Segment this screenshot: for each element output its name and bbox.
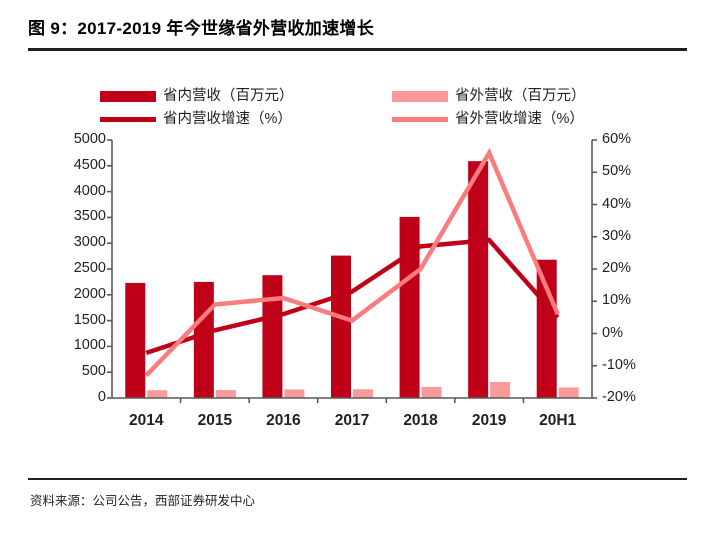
growth-line-inside xyxy=(145,237,560,356)
y-axis-right-tick-label: 50% xyxy=(602,163,632,180)
page-title: 图 9：2017-2019 年今世缘省外营收加速增长 xyxy=(28,19,374,38)
y-axis-left-tick-label: 3000 xyxy=(73,234,106,251)
x-axis-tick-label: 2014 xyxy=(129,412,164,429)
legend-swatch-inside-line xyxy=(100,117,156,122)
bar-inside-2015 xyxy=(193,281,214,398)
bar-outside-2018 xyxy=(421,386,442,398)
y-axis-left-tick-label: 2500 xyxy=(73,260,106,276)
bar-outside-2014 xyxy=(147,390,168,398)
bar-series-inside xyxy=(125,161,557,398)
y-axis-right-tick-label: 60% xyxy=(602,131,632,147)
legend-item: 省外营收（百万元） xyxy=(392,85,586,108)
y-axis-left-tick-label: 0 xyxy=(97,389,106,405)
x-axis-tick-label: 2015 xyxy=(197,412,233,429)
legend-item: 省内营收（百万元） xyxy=(100,85,294,108)
bar-inside-2014 xyxy=(125,282,146,398)
bar-outside-2019 xyxy=(490,382,511,398)
line-series-outside xyxy=(144,147,560,377)
bar-inside-20H1 xyxy=(536,259,557,398)
y-axis-left-tick-label: 4500 xyxy=(73,156,106,173)
bar-inside-2016 xyxy=(262,275,283,398)
bar-inside-2017 xyxy=(331,255,351,398)
y-axis-right-tick-label: -20% xyxy=(602,389,636,405)
chart-legend: 省内营收（百万元） 省内营收增速（%） 省外营收（百万元） 省外营收增速（%） xyxy=(100,85,640,131)
legend-swatch-inside-bar xyxy=(100,91,156,102)
bar-outside-2015 xyxy=(215,390,236,398)
y-axis-right-tick-label: -10% xyxy=(602,356,636,373)
x-axis-tick-label: 2016 xyxy=(266,412,301,429)
x-axis-tick-label: 20H1 xyxy=(539,412,577,429)
legend-column-left: 省内营收（百万元） 省内营收增速（%） xyxy=(100,85,294,131)
y-axis-right-tick-label: 40% xyxy=(602,195,632,212)
legend-swatch-outside-line xyxy=(392,117,448,122)
legend-item: 省外营收增速（%） xyxy=(392,108,586,131)
bar-inside-2019 xyxy=(468,161,489,398)
bar-series-outside xyxy=(147,382,579,398)
x-axis-tick-label: 2018 xyxy=(403,412,438,429)
line-series-inside xyxy=(145,237,560,356)
bar-outside-2016 xyxy=(284,389,305,398)
title-divider xyxy=(28,48,687,51)
legend-label-outside-growth: 省外营收增速（%） xyxy=(455,111,584,128)
y-axis-left-tick-label: 1500 xyxy=(73,311,106,328)
legend-label-outside-revenue: 省外营收（百万元） xyxy=(455,88,586,105)
y-axis-right-tick-label: 10% xyxy=(602,292,632,309)
bar-outside-2017 xyxy=(353,389,373,398)
legend-swatch-outside-bar xyxy=(392,91,448,102)
y-axis-right-tick-label: 20% xyxy=(602,260,632,276)
bar-outside-20H1 xyxy=(558,387,579,398)
legend-label-inside-growth: 省内营收增速（%） xyxy=(163,111,292,128)
legend-column-right: 省外营收（百万元） 省外营收增速（%） xyxy=(392,85,586,131)
legend-item: 省内营收增速（%） xyxy=(100,108,294,131)
y-axis-left-tick-label: 2000 xyxy=(73,285,106,302)
y-axis-left-tick-label: 3500 xyxy=(73,208,106,225)
y-axis-right-tick-label: 0% xyxy=(602,324,623,341)
x-axis-tick-label: 2017 xyxy=(334,412,370,429)
y-axis-right-tick-label: 30% xyxy=(602,227,632,244)
source-divider xyxy=(28,478,687,480)
y-axis-left-tick-label: 4000 xyxy=(73,182,106,199)
y-axis-left-tick-label: 500 xyxy=(81,363,106,380)
legend-label-inside-revenue: 省内营收（百万元） xyxy=(163,88,294,105)
growth-line-outside xyxy=(144,147,560,377)
x-axis-tick-label: 2019 xyxy=(471,412,507,429)
y-axis-left-tick-label: 5000 xyxy=(73,131,106,147)
y-axis-left-tick-label: 1000 xyxy=(73,337,106,354)
bar-inside-2018 xyxy=(399,216,420,398)
source-note: 资料来源：公司公告，西部证券研发中心 xyxy=(30,494,256,508)
chart-axes xyxy=(107,139,597,403)
